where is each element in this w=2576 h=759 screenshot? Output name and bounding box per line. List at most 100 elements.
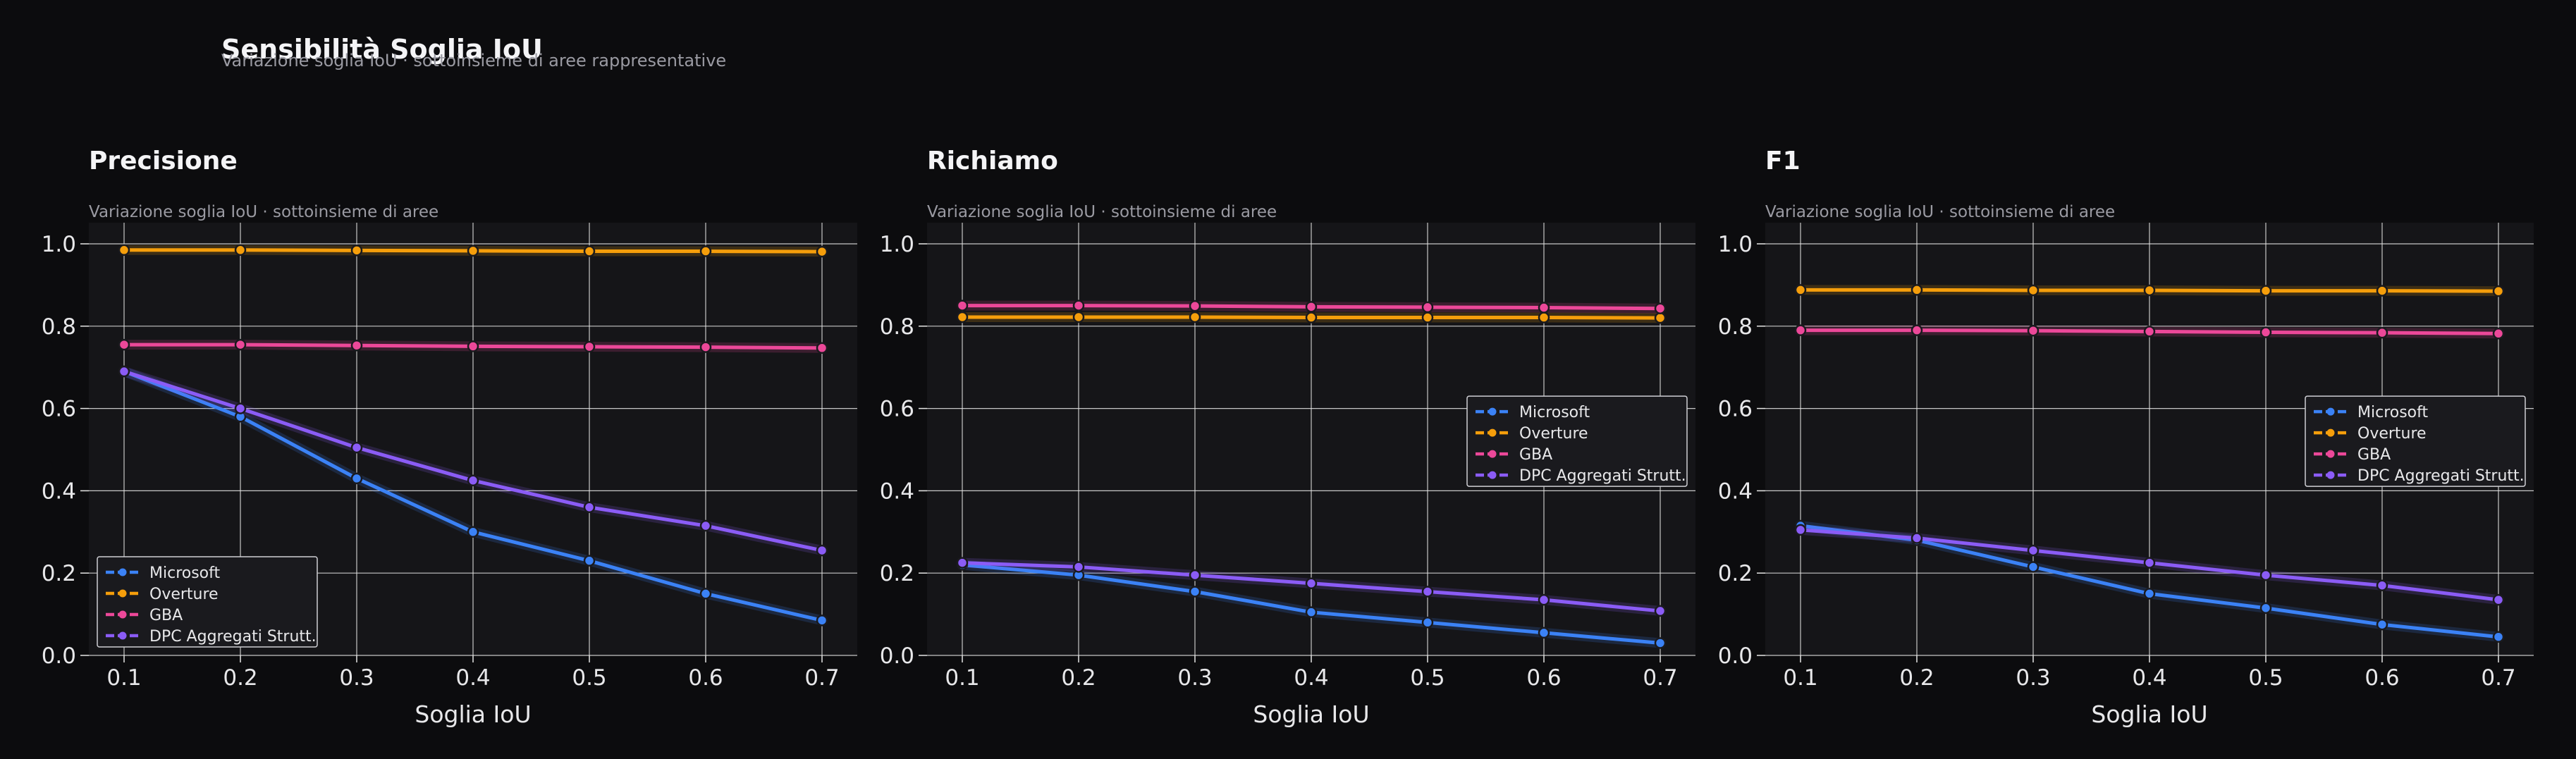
x-axis-label: Soglia IoU [415,701,531,728]
data-point [234,244,247,257]
data-point [2376,618,2388,631]
series-overture [956,311,1667,324]
legend-swatch-marker [1488,450,1497,458]
y-tick-label: 0.8 [42,314,76,340]
series-dpc-aggregati-strutt- [118,365,828,557]
data-point [350,441,363,454]
x-tick-label: 0.4 [455,665,490,691]
y-tick-label: 0.2 [42,561,76,586]
legend-entry-label: DPC Aggregati Strutt. [2357,467,2525,485]
legend-entry-label: Overture [1519,425,1588,443]
x-tick-label: 0.6 [2365,665,2399,691]
data-point [1072,561,1085,573]
x-tick-label: 0.6 [688,665,723,691]
data-point [2027,324,2040,337]
legend-box [97,556,318,648]
y-tick-label: 0.2 [880,561,914,586]
data-point [583,245,596,257]
data-point [2376,285,2388,297]
x-tick-label: 0.5 [2248,665,2283,691]
y-tick-label: 0.6 [42,397,76,422]
data-point [2143,326,2156,338]
series-dpc-aggregati-strutt- [956,557,1667,617]
x-axis-label: Soglia IoU [2091,701,2207,728]
data-point [1794,324,1807,336]
data-point [2027,284,2040,297]
y-tick-label: 0.2 [1718,561,1753,586]
data-point [1794,284,1807,296]
series-overture [1794,284,2505,297]
legend-entry-label: GBA [2357,446,2391,464]
data-point [2492,593,2505,606]
y-tick-label: 0.4 [880,479,914,504]
data-point [1072,311,1085,323]
panel-title: Richiamo [927,147,1058,175]
x-tick-label: 0.7 [2481,665,2515,691]
data-point [1910,284,1923,296]
data-point [956,311,969,323]
data-point [816,544,828,557]
panel-subtitle: Variazione soglia IoU · sottoinsieme di … [1765,203,2115,221]
data-point [1421,301,1434,314]
legend: Microsoft Overture GBA DPC Aggregati Strutt… [1466,395,1688,487]
x-tick-label: 0.4 [1294,665,1328,691]
data-point [1421,617,1434,629]
data-point [118,365,130,378]
figure-title: Sensibilità Soglia IoU [221,34,543,65]
data-point [1538,627,1550,639]
legend-swatch-marker [2326,471,2335,479]
y-tick-label: 1.0 [880,232,914,257]
data-point [467,245,479,257]
legend-entry-label: GBA [149,607,183,624]
x-tick-label: 0.3 [1177,665,1212,691]
x-tick-label: 0.3 [339,665,374,691]
data-point [1654,302,1667,314]
x-tick-label: 0.3 [2016,665,2050,691]
data-point [1305,577,1318,590]
data-point [1189,569,1201,581]
data-point [2143,284,2156,297]
legend-box [1466,395,1688,487]
legend-entry-label: DPC Aggregati Strutt. [149,628,317,646]
y-tick-label: 0.8 [880,314,914,340]
y-tick-label: 0.6 [880,397,914,422]
data-point [816,245,828,258]
x-tick-label: 0.2 [1899,665,1934,691]
data-point [350,245,363,257]
data-point [234,338,247,351]
x-tick-label: 0.1 [106,665,141,691]
y-tick-label: 0.0 [1718,643,1753,669]
panel-subtitle: Variazione soglia IoU · sottoinsieme di … [927,203,1277,221]
legend-swatch-marker [118,589,127,598]
data-point [1305,301,1318,313]
y-tick-label: 0.6 [1718,397,1753,422]
data-point [2492,285,2505,297]
x-tick-label: 0.2 [1061,665,1096,691]
data-point [1421,311,1434,323]
x-tick-label: 0.1 [945,665,979,691]
y-tick-label: 1.0 [42,232,76,257]
data-point [699,588,712,600]
legend-swatch-marker [2326,450,2335,458]
data-point [234,402,247,414]
x-tick-label: 0.5 [572,665,606,691]
x-tick-label: 0.4 [2132,665,2166,691]
data-point [583,340,596,353]
legend-swatch-marker [118,631,127,640]
data-point [350,339,363,352]
data-point [1189,300,1201,312]
x-tick-label: 0.7 [804,665,839,691]
x-tick-label: 0.5 [1410,665,1445,691]
data-point [1794,524,1807,536]
chart-panel-1: Precisione Variazione soglia IoU · sottoi… [42,147,857,728]
legend-box [2305,395,2526,487]
x-tick-label: 0.1 [1783,665,1817,691]
series-gba [1794,324,2505,340]
legend-swatch-marker [2326,407,2335,416]
legend-swatch-marker [2326,428,2335,437]
legend-entry-label: Microsoft [149,564,220,582]
data-point [1910,532,1923,544]
legend-entry-label: Overture [2357,425,2427,443]
y-tick-label: 0.4 [1718,479,1753,504]
